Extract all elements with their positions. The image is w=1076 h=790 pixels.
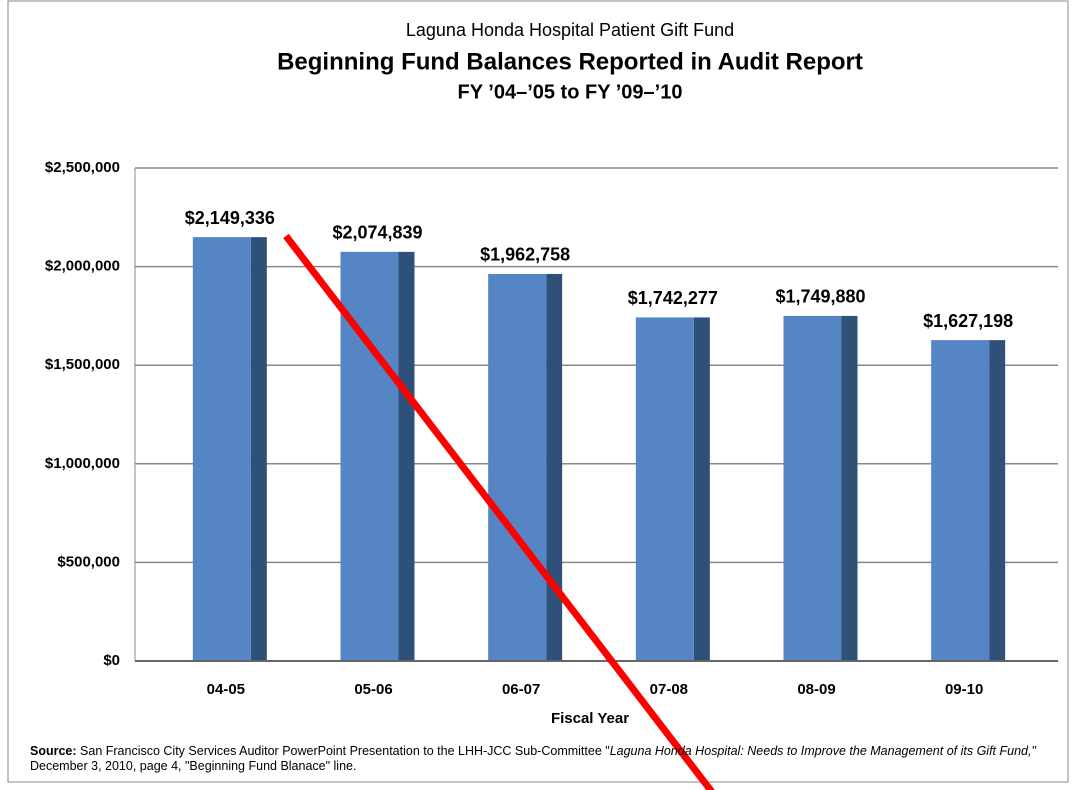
value-label: $1,962,758 <box>480 245 570 265</box>
bar-side <box>693 317 710 661</box>
bar <box>783 315 842 661</box>
bar <box>488 273 547 661</box>
source-text: Laguna Honda Hospital: Needs to Improve … <box>609 744 1036 758</box>
bar <box>192 237 251 661</box>
value-label: $1,627,198 <box>923 311 1013 331</box>
annotation-line <box>283 233 715 790</box>
source-text: San Francisco City Services Auditor Powe… <box>80 744 610 758</box>
x-tick-label: 05-06 <box>354 681 392 698</box>
source-note: Source: San Francisco City Services Audi… <box>30 744 1040 774</box>
x-tick-label: 06-07 <box>502 681 540 698</box>
bar-side <box>250 237 267 661</box>
source-text: December 3, 2010, page 4, "Beginning Fun… <box>30 759 357 773</box>
y-tick-label: $1,500,000 <box>45 356 120 373</box>
bar-side <box>398 251 415 662</box>
value-label: $1,742,277 <box>628 288 718 308</box>
source-label: Source: <box>30 744 77 758</box>
y-tick-label: $2,000,000 <box>45 258 120 275</box>
y-tick-label: $1,000,000 <box>45 455 120 472</box>
bar <box>931 340 990 661</box>
x-tick-label: 07-08 <box>650 681 688 698</box>
x-tick-label: 04-05 <box>207 681 245 698</box>
y-tick-label: $500,000 <box>57 553 120 570</box>
chart-subtitle: FY ’04–’05 to FY ’09–’10 <box>458 81 683 103</box>
value-label: $2,149,336 <box>185 208 275 228</box>
value-label: $1,749,880 <box>775 287 865 307</box>
bar-side <box>989 340 1006 661</box>
bar-side <box>841 315 858 661</box>
chart-border <box>7 0 1069 783</box>
y-tick-label: $0 <box>103 652 120 669</box>
chart-title: Beginning Fund Balances Reported in Audi… <box>277 48 863 75</box>
bar-side <box>546 273 563 661</box>
plot-area: $0 $500,000 $1,000,000 $1,500,000 $2,000,000… <box>45 159 1058 698</box>
chart-supertitle: Laguna Honda Hospital Patient Gift Fund <box>406 20 734 40</box>
x-tick-label: 08-09 <box>797 681 835 698</box>
y-tick-label: $2,500,000 <box>45 159 120 176</box>
bar <box>635 317 694 661</box>
x-axis-label: Fiscal Year <box>551 710 629 727</box>
value-label: $2,074,839 <box>332 223 422 243</box>
x-tick-label: 09-10 <box>945 681 983 698</box>
